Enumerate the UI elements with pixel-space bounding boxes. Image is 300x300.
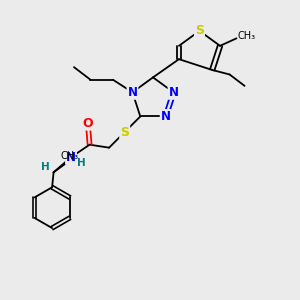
Text: N: N bbox=[169, 86, 178, 99]
Text: O: O bbox=[83, 117, 93, 130]
Text: CH₃: CH₃ bbox=[237, 31, 255, 41]
Text: CH₃: CH₃ bbox=[60, 151, 79, 161]
Text: H: H bbox=[41, 162, 50, 172]
Text: H: H bbox=[77, 158, 86, 168]
Text: N: N bbox=[128, 86, 137, 99]
Text: S: S bbox=[120, 126, 129, 139]
Text: N: N bbox=[66, 151, 76, 164]
Text: N: N bbox=[161, 110, 171, 123]
Text: S: S bbox=[195, 24, 204, 38]
